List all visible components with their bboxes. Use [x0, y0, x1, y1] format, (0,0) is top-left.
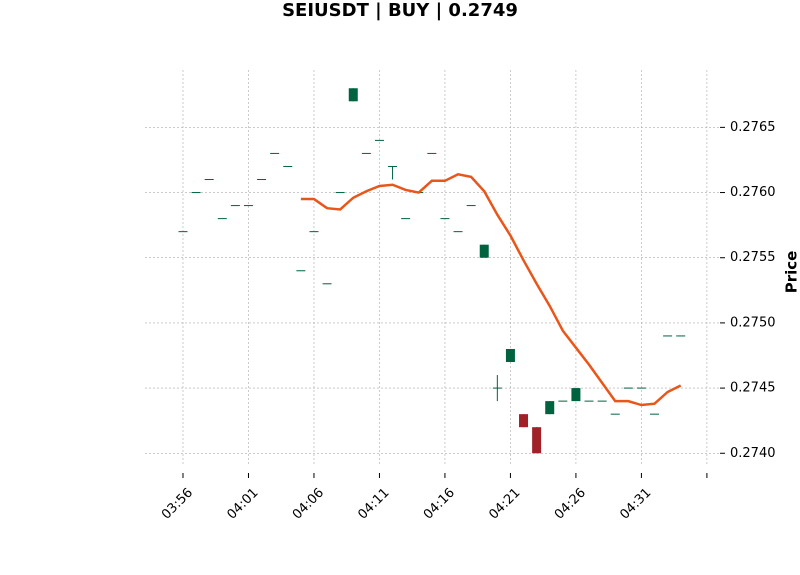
candle-body	[348, 88, 358, 102]
candle-body	[650, 413, 660, 415]
candle-body	[230, 205, 240, 207]
candle-body	[401, 218, 411, 220]
candle-body	[257, 179, 267, 181]
x-tick-label: 04:31	[617, 485, 654, 522]
candle-body	[545, 401, 555, 415]
candle-body	[571, 388, 581, 402]
candle-body	[505, 348, 515, 363]
candle-body	[636, 387, 646, 389]
y-axis-label: Price	[783, 251, 800, 294]
y-tick-label: 0.2760	[730, 185, 776, 200]
candle-body	[322, 283, 332, 285]
candle-body	[388, 165, 398, 167]
candle-body	[335, 192, 345, 194]
x-tick-label: 04:26	[552, 485, 589, 522]
candle-body	[309, 231, 319, 233]
candle-body	[374, 139, 384, 141]
x-tick-label: 04:01	[224, 485, 261, 522]
candle-body	[178, 231, 188, 233]
candle-body	[532, 427, 542, 454]
candle-body	[453, 231, 463, 233]
candle-body	[440, 218, 450, 220]
candle-body	[610, 413, 620, 415]
candle-body	[492, 387, 502, 389]
candle-body	[191, 192, 201, 194]
candle-body	[676, 335, 686, 337]
x-tick-label: 04:11	[355, 485, 392, 522]
y-tick-label: 0.2765	[730, 120, 776, 135]
candle-body	[427, 152, 437, 154]
chart-title: SEIUSDT | BUY | 0.2749	[282, 0, 518, 21]
x-tick-label: 04:06	[290, 485, 327, 522]
y-tick-label: 0.2740	[730, 446, 776, 461]
candle-body	[204, 179, 214, 181]
candle-body	[283, 165, 293, 167]
candle-body	[597, 400, 607, 402]
candle-body	[519, 414, 529, 428]
candle-body	[584, 400, 594, 402]
y-tick-label: 0.2750	[730, 315, 776, 330]
candle-body	[623, 387, 633, 389]
candle-body	[296, 270, 306, 272]
x-tick-label: 03:56	[159, 485, 196, 522]
y-tick-label: 0.2755	[730, 250, 776, 265]
candle-body	[479, 244, 489, 258]
candle-body	[243, 205, 253, 207]
x-tick-label: 04:21	[486, 485, 523, 522]
candle-body	[270, 152, 280, 154]
candle-body	[558, 400, 568, 402]
candle-body	[466, 205, 476, 207]
candle-body	[361, 152, 371, 154]
candle-body	[217, 218, 227, 220]
candle-body	[663, 335, 673, 337]
moving-average-line	[300, 172, 682, 407]
x-tick-label: 04:16	[421, 485, 458, 522]
y-tick-label: 0.2745	[730, 381, 776, 396]
